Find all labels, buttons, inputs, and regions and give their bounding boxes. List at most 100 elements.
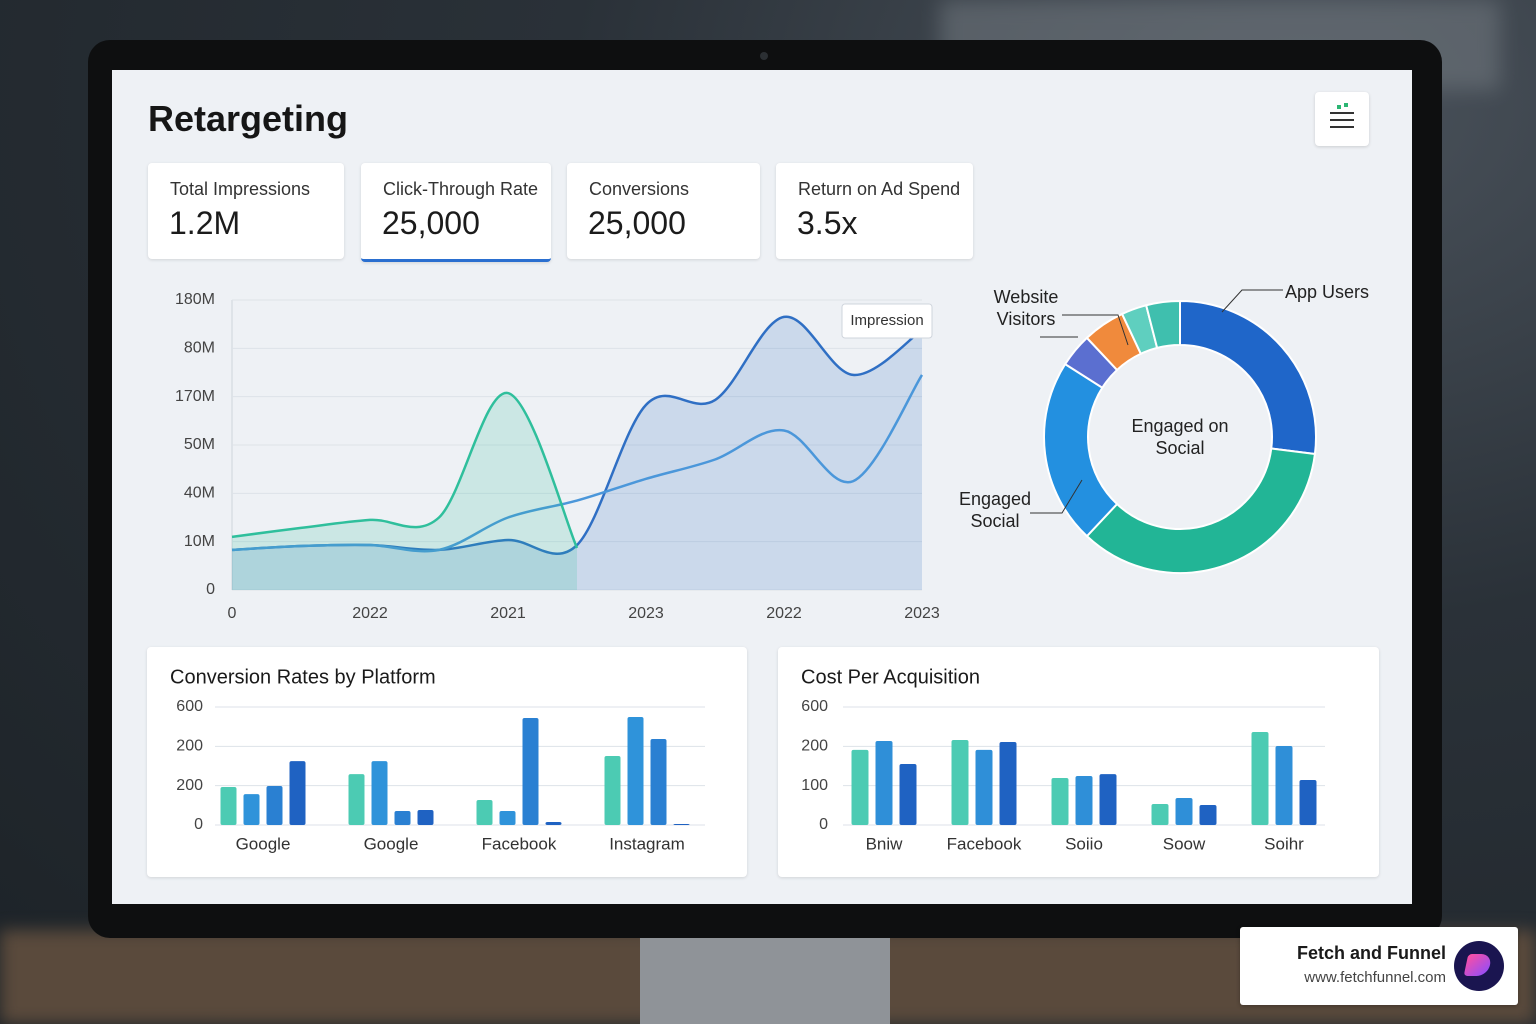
x-tick-label: Facebook (482, 834, 557, 853)
bar (1275, 745, 1293, 825)
y-tick-label: 200 (176, 777, 203, 794)
leader-line (1030, 479, 1083, 514)
bar (220, 787, 237, 825)
bar (1199, 804, 1217, 825)
donut-segment (1043, 362, 1119, 538)
leader-line (1062, 314, 1129, 346)
kpi-label: Click-Through Rate (383, 179, 539, 199)
camera (760, 52, 768, 60)
kpi-label: Total Impressions (170, 179, 311, 199)
kpi-card[interactable]: Total Impressions 1.2M (148, 163, 344, 259)
brand-name: Fetch and Funnel (1296, 943, 1446, 963)
bar (394, 811, 411, 825)
area (232, 316, 922, 590)
y-tick-label: 200 (801, 738, 828, 755)
monitor-stand (640, 930, 890, 1024)
bar (371, 761, 388, 825)
line (231, 374, 924, 553)
bar (1075, 776, 1093, 825)
x-tick-label: 2022 (766, 605, 802, 622)
bar (1175, 798, 1193, 825)
bar (627, 717, 644, 825)
kpi-value: 25,000 (382, 205, 480, 241)
x-tick-label: Google (236, 834, 291, 853)
leader-line (1221, 289, 1283, 313)
bar (545, 822, 562, 825)
y-tick-label: 180M (175, 291, 215, 308)
bar (1151, 803, 1169, 825)
bar (499, 811, 516, 825)
y-tick-label: 50M (184, 436, 215, 453)
bar (417, 810, 434, 825)
bar (1051, 777, 1069, 825)
x-tick-label: Soow (1163, 834, 1206, 853)
tooltip-box (841, 303, 933, 339)
kpi-card[interactable]: Return on Ad Spend 3.5x (776, 163, 973, 259)
y-tick-label: 80M (184, 340, 215, 357)
tooltip-text: Impression (850, 312, 923, 329)
brand-badge: Fetch and Funnel www.fetchfunnel.com (1240, 927, 1518, 1005)
segment-label: Website Visitors (993, 287, 1059, 329)
segment-label: App Users (1285, 282, 1369, 302)
donut-segment (1085, 447, 1317, 574)
center-label: Engaged on Social (1131, 416, 1229, 458)
x-tick-label: 2023 (904, 605, 940, 622)
x-tick-label: 2021 (490, 605, 526, 622)
y-tick-label: 40M (184, 485, 215, 502)
bar (243, 794, 260, 825)
bar (604, 755, 621, 825)
x-tick-label: Google (364, 834, 419, 853)
bar (289, 761, 306, 825)
line (231, 391, 579, 549)
y-tick-label: 600 (176, 698, 203, 715)
x-tick-label: 2022 (352, 605, 388, 622)
panel (147, 647, 747, 877)
kpi-card[interactable]: Conversions 25,000 (567, 163, 760, 259)
kpi-value: 1.2M (169, 205, 241, 241)
bar (348, 774, 365, 825)
y-tick-label: 0 (194, 816, 203, 833)
y-tick-label: 0 (819, 816, 828, 833)
chart-title: Conversion Rates by Platform (170, 666, 436, 688)
y-tick-label: 100 (801, 777, 828, 794)
bar (650, 739, 667, 825)
bar (1099, 774, 1117, 825)
bar (875, 741, 893, 825)
bar (522, 718, 539, 825)
brand-logo (1454, 941, 1504, 991)
kpi-value: 25,000 (588, 205, 686, 241)
menu-button[interactable] (1315, 92, 1369, 146)
chart-title: Cost Per Acquisition (801, 666, 980, 688)
bar (975, 749, 993, 825)
y-tick-label: 200 (176, 738, 203, 755)
bar (476, 800, 493, 825)
x-tick-label: Bniw (866, 834, 904, 853)
y-tick-label: 10M (184, 533, 215, 550)
kpi-label: Return on Ad Spend (798, 179, 961, 199)
x-tick-label: 2023 (628, 605, 664, 622)
x-tick-label: Soiio (1065, 834, 1103, 853)
y-tick-label: 0 (206, 581, 215, 598)
y-tick-label: 170M (175, 388, 215, 405)
page-title: Retargeting (148, 98, 349, 139)
x-tick-label: Instagram (609, 834, 685, 853)
kpi-card[interactable]: Click-Through Rate 25,000 (361, 163, 551, 262)
area (232, 392, 577, 590)
x-tick-label: 0 (228, 605, 237, 622)
y-tick-label: 600 (801, 698, 828, 715)
bar (1251, 731, 1269, 825)
bar (999, 742, 1017, 825)
segment-label: Engaged Social (958, 489, 1032, 531)
kpi-label: Conversions (589, 179, 690, 199)
x-tick-label: Soihr (1264, 834, 1304, 853)
brand-url: www.fetchfunnel.com (1304, 969, 1446, 986)
bar (1299, 779, 1317, 825)
bar (899, 764, 917, 825)
bar (951, 740, 969, 825)
x-tick-label: Facebook (947, 834, 1022, 853)
kpi-value: 3.5x (797, 205, 858, 241)
